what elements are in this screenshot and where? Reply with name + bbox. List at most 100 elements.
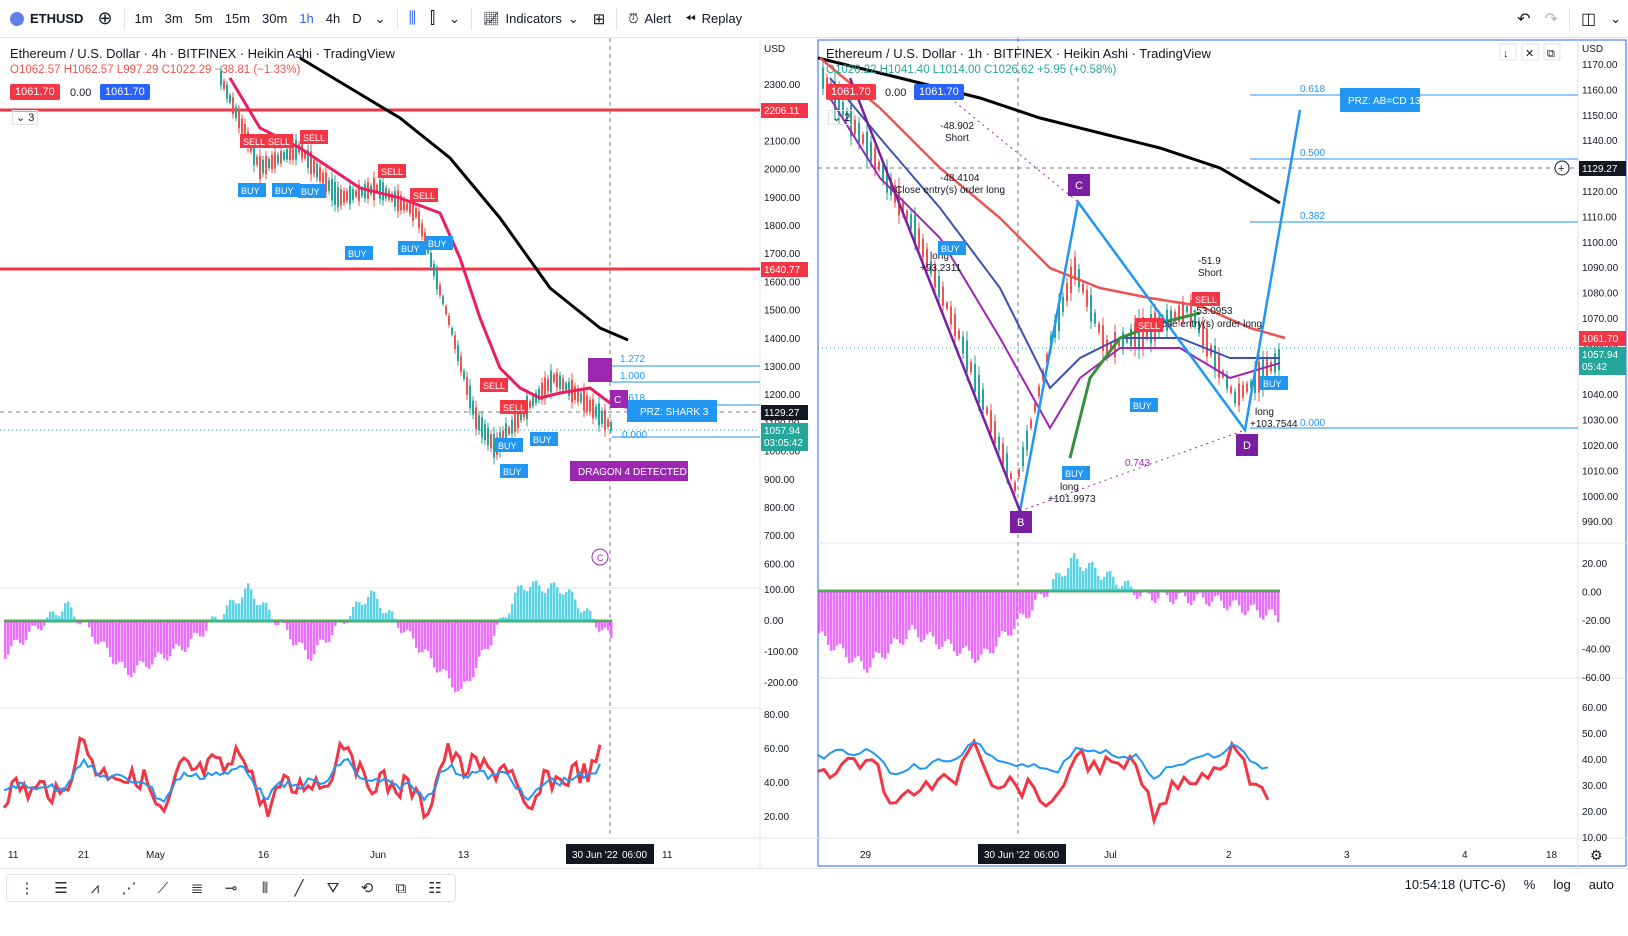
right-price-pane[interactable]: 0.743 0.618 0.500 0.382 0.000 PRZ: AB=CD…: [818, 38, 1578, 838]
left-buy-signal-text: BUY: [348, 249, 367, 259]
right-point-b[interactable]: [1010, 511, 1032, 533]
left-sell-button[interactable]: 1061.70: [10, 84, 60, 100]
candle-body: [946, 302, 948, 309]
left-buy-signal-text: BUY: [301, 187, 320, 197]
left-fib-levels[interactable]: 1.272 1.000 0.618 0.000: [612, 354, 760, 441]
left-prz-label[interactable]: [627, 400, 717, 422]
interval-3m[interactable]: 3m: [164, 11, 183, 26]
pattern-xabcd-icon[interactable]: ⩘: [90, 879, 100, 897]
right-point-d[interactable]: [1236, 434, 1258, 456]
add-alert-icon[interactable]: [1554, 160, 1570, 176]
left-indicators-toggle[interactable]: ⌄ 3: [12, 110, 39, 125]
redo-icon[interactable]: ↷: [1544, 11, 1558, 28]
left-oscillator-pane[interactable]: [4, 580, 613, 693]
interval-5m[interactable]: 5m: [194, 11, 213, 26]
osc-bar: [526, 591, 529, 621]
candle-body: [878, 161, 880, 170]
interval-1h[interactable]: 1h: [299, 11, 314, 26]
interval-d[interactable]: D: [352, 11, 362, 26]
candle-body: [304, 151, 306, 159]
settings-list-icon[interactable]: ☷: [428, 880, 442, 897]
right-oscillator-pane[interactable]: [818, 553, 1280, 673]
horizontal-line-icon[interactable]: ⊸: [224, 880, 238, 897]
osc-bar: [583, 610, 586, 621]
node-pattern-icon[interactable]: ⛛: [326, 879, 340, 897]
candle-body: [577, 388, 579, 402]
osc-bar: [1028, 591, 1031, 618]
right-harmonic-xb[interactable]: [848, 77, 1022, 512]
bar-style-icon[interactable]: ⫿: [429, 9, 436, 27]
grip-icon[interactable]: ⋮: [19, 880, 35, 897]
right-rsi-pane[interactable]: [817, 737, 1270, 826]
left-chart-title[interactable]: Ethereum / U.S. Dollar · 4h · BITFINEX ·…: [10, 46, 395, 61]
interval-dropdown-icon[interactable]: ⌄: [374, 10, 386, 26]
osc-bar: [586, 608, 589, 621]
candle-body: [553, 374, 555, 382]
right-indicators-toggle[interactable]: ⌄ 2: [828, 110, 855, 125]
undo-icon[interactable]: ↶: [1517, 11, 1531, 28]
trend-icon[interactable]: ⟋: [157, 879, 169, 897]
line-tool-icon[interactable]: ╱: [294, 880, 304, 897]
right-buy-signal: [1062, 466, 1090, 480]
left-time-axis[interactable]: 11 21 May 16 Jun 13 11: [8, 850, 673, 861]
alert-button[interactable]: ⏰︎ Alert: [628, 10, 672, 27]
log-toggle[interactable]: log: [1553, 877, 1571, 892]
left-price-pane[interactable]: 1.272 1.000 0.618 0.000 PRZ: SHARK 3 DRA…: [0, 38, 760, 838]
compare-add-icon[interactable]: ⊕: [97, 8, 113, 28]
chart-type-dropdown-icon[interactable]: ⌄: [449, 10, 460, 26]
right-time-axis[interactable]: 29 Jul 2 3 4 18: [860, 850, 1558, 861]
osc-bar: [908, 591, 911, 631]
right-point-c[interactable]: [1068, 174, 1090, 196]
arrow-down-icon[interactable]: ↓: [1503, 48, 1509, 60]
right-fib-levels[interactable]: 0.618 0.500 0.382 0.000: [1250, 84, 1578, 429]
right-chart-title[interactable]: Ethereum / U.S. Dollar · 1h · BITFINEX ·…: [826, 46, 1211, 61]
layout-dropdown-icon[interactable]: ⌄: [1610, 11, 1621, 26]
left-point-c[interactable]: [610, 390, 628, 408]
pattern-123-icon[interactable]: ⋰: [121, 880, 137, 897]
dragon-label[interactable]: [570, 461, 688, 481]
interval-4h[interactable]: 4h: [325, 11, 341, 26]
candle-body: [568, 381, 570, 396]
templates-icon[interactable]: ⊞: [592, 10, 606, 28]
layout-icon[interactable]: ◫: [1580, 11, 1597, 28]
interval-1m[interactable]: 1m: [134, 11, 153, 26]
right-prz-label[interactable]: [1340, 88, 1420, 112]
candle-style-icon[interactable]: ⫼: [408, 9, 416, 27]
settings-gear-icon[interactable]: ⚙: [1590, 847, 1603, 863]
svg-text:+: +: [1558, 163, 1564, 175]
interval-30m[interactable]: 30m: [262, 11, 288, 26]
candle-body: [469, 385, 471, 409]
left-time-tick: 11: [662, 850, 673, 861]
left-rsi-pane[interactable]: [2, 736, 602, 821]
indicators-button[interactable]: 📈︎ Indicators ⌄: [482, 10, 579, 27]
percent-toggle[interactable]: %: [1523, 877, 1536, 892]
osc-bar: [568, 589, 571, 621]
symbol-search[interactable]: ETHUSD: [0, 0, 90, 38]
left-buy-button[interactable]: 1061.70: [100, 84, 150, 100]
sliders-icon[interactable]: ⧉: [395, 879, 407, 897]
left-price-tick: 600.00: [764, 559, 795, 570]
fib-retracement-icon[interactable]: ≣: [190, 880, 204, 897]
replay-button[interactable]: ⏪︎ Replay: [685, 10, 743, 27]
right-chart-controls[interactable]: ↓ ✕ ⧉: [1499, 43, 1561, 61]
left-price-tick: 1900.00: [764, 193, 801, 204]
right-harmonic-pattern[interactable]: [1018, 109, 1302, 512]
left-pattern-point[interactable]: [588, 358, 612, 382]
close-icon[interactable]: ✕: [1525, 48, 1534, 60]
osc-bar: [325, 621, 328, 643]
maximize-icon[interactable]: ⧉: [1547, 48, 1555, 60]
left-price-scale[interactable]: USD 2300.002200.002100.002000.001900.001…: [764, 44, 801, 570]
clock[interactable]: 10:54:18 (UTC-6): [1404, 877, 1506, 892]
osc-bar: [1217, 591, 1220, 596]
interval-15m[interactable]: 15m: [224, 11, 251, 26]
vertical-lines-icon[interactable]: ⫴: [261, 879, 269, 897]
left-spread: 0.00: [70, 87, 92, 99]
charts-canvas[interactable]: 1.272 1.000 0.618 0.000 PRZ: SHARK 3 DRA…: [0, 38, 1628, 868]
right-price-scale[interactable]: USD 1170.001160.001150.001140.001130.001…: [1582, 44, 1619, 528]
cycle-icon[interactable]: ⟲: [360, 880, 374, 897]
right-sell-button[interactable]: 1061.70: [826, 84, 876, 100]
right-buy-button[interactable]: 1061.70: [914, 84, 964, 100]
auto-toggle[interactable]: auto: [1588, 877, 1614, 892]
left-c-marker[interactable]: [591, 548, 609, 566]
menu-icon[interactable]: ☰: [54, 880, 68, 897]
